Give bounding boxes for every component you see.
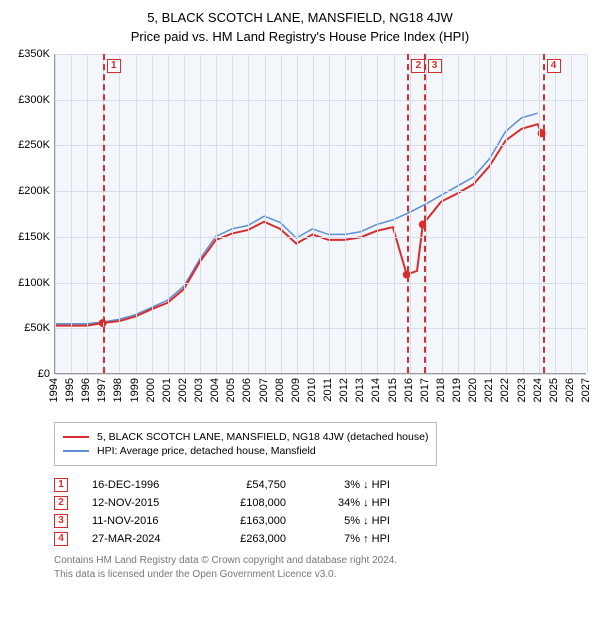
- table-row: 4 27-MAR-2024 £263,000 7% ↑ HPI: [54, 532, 590, 546]
- y-tick-label: £350K: [18, 48, 50, 60]
- legend-label: 5, BLACK SCOTCH LANE, MANSFIELD, NG18 4J…: [97, 431, 428, 443]
- x-tick-label: 2000: [145, 378, 157, 402]
- sale-number: 3: [54, 514, 68, 528]
- x-tick-label: 1997: [96, 378, 108, 402]
- table-row: 2 12-NOV-2015 £108,000 34% ↓ HPI: [54, 496, 590, 510]
- footer-attribution: Contains HM Land Registry data © Crown c…: [54, 554, 590, 582]
- y-tick-label: £200K: [18, 185, 50, 197]
- x-tick-label: 2016: [403, 378, 415, 402]
- sale-diff: 34% ↓ HPI: [310, 497, 390, 509]
- legend-item: 5, BLACK SCOTCH LANE, MANSFIELD, NG18 4J…: [63, 431, 428, 443]
- sale-number: 2: [54, 496, 68, 510]
- x-tick-label: 2012: [338, 378, 350, 402]
- x-tick-label: 2020: [467, 378, 479, 402]
- sale-diff: 7% ↑ HPI: [310, 533, 390, 545]
- x-tick-label: 2003: [193, 378, 205, 402]
- sale-number: 1: [54, 478, 68, 492]
- x-tick-label: 2019: [451, 378, 463, 402]
- x-tick-label: 2018: [435, 378, 447, 402]
- sale-marker: 1: [107, 59, 121, 73]
- x-tick-label: 2002: [177, 378, 189, 402]
- x-tick-label: 2025: [548, 378, 560, 402]
- x-tick-label: 2013: [354, 378, 366, 402]
- x-tick-label: 1998: [112, 378, 124, 402]
- plot-area: 1234: [54, 54, 586, 374]
- legend-swatch: [63, 436, 89, 438]
- x-tick-label: 2006: [241, 378, 253, 402]
- sale-price: £163,000: [211, 515, 286, 527]
- y-tick-label: £150K: [18, 231, 50, 243]
- y-tick-label: £100K: [18, 277, 50, 289]
- x-tick-label: 2023: [516, 378, 528, 402]
- footer-line-1: Contains HM Land Registry data © Crown c…: [54, 554, 590, 568]
- page-subtitle: Price paid vs. HM Land Registry's House …: [10, 29, 590, 44]
- sale-marker: 4: [547, 59, 561, 73]
- x-tick-label: 2001: [161, 378, 173, 402]
- x-tick-label: 2005: [225, 378, 237, 402]
- sales-table: 1 16-DEC-1996 £54,750 3% ↓ HPI 2 12-NOV-2015 £…: [54, 478, 590, 546]
- x-tick-label: 2014: [370, 378, 382, 402]
- sale-date: 12-NOV-2015: [92, 497, 187, 509]
- table-row: 3 11-NOV-2016 £163,000 5% ↓ HPI: [54, 514, 590, 528]
- x-tick-label: 2009: [290, 378, 302, 402]
- x-tick-label: 2015: [387, 378, 399, 402]
- sale-date: 27-MAR-2024: [92, 533, 187, 545]
- sale-diff: 5% ↓ HPI: [310, 515, 390, 527]
- sale-price: £108,000: [211, 497, 286, 509]
- sale-number: 4: [54, 532, 68, 546]
- legend-swatch: [63, 450, 89, 452]
- footer-line-2: This data is licensed under the Open Gov…: [54, 568, 590, 582]
- y-axis-labels: £0£50K£100K£150K£200K£250K£300K£350K: [10, 54, 54, 374]
- price-chart: £0£50K£100K£150K£200K£250K£300K£350K 123…: [10, 54, 590, 414]
- sale-date: 11-NOV-2016: [92, 515, 187, 527]
- sale-price: £263,000: [211, 533, 286, 545]
- x-tick-label: 2011: [322, 378, 334, 402]
- series-line: [55, 124, 542, 325]
- x-tick-label: 1996: [80, 378, 92, 402]
- x-tick-label: 2021: [483, 378, 495, 402]
- sale-price: £54,750: [211, 479, 286, 491]
- legend-item: HPI: Average price, detached house, Mans…: [63, 445, 428, 457]
- legend-label: HPI: Average price, detached house, Mans…: [97, 445, 316, 457]
- x-tick-label: 2027: [580, 378, 592, 402]
- x-tick-label: 2022: [499, 378, 511, 402]
- legend: 5, BLACK SCOTCH LANE, MANSFIELD, NG18 4J…: [54, 422, 437, 466]
- sale-date: 16-DEC-1996: [92, 479, 187, 491]
- sale-diff: 3% ↓ HPI: [310, 479, 390, 491]
- x-tick-label: 2007: [258, 378, 270, 402]
- x-tick-label: 2010: [306, 378, 318, 402]
- table-row: 1 16-DEC-1996 £54,750 3% ↓ HPI: [54, 478, 590, 492]
- x-tick-label: 2026: [564, 378, 576, 402]
- x-tick-label: 2004: [209, 378, 221, 402]
- x-tick-label: 1995: [64, 378, 76, 402]
- y-tick-label: £50K: [24, 322, 50, 334]
- y-tick-label: £300K: [18, 94, 50, 106]
- x-tick-label: 1994: [48, 378, 60, 402]
- page-title: 5, BLACK SCOTCH LANE, MANSFIELD, NG18 4J…: [10, 10, 590, 25]
- x-tick-label: 1999: [129, 378, 141, 402]
- x-axis-labels: 1994199519961997199819992000200120022003…: [54, 374, 586, 414]
- sale-marker: 3: [428, 59, 442, 73]
- x-tick-label: 2024: [532, 378, 544, 402]
- x-tick-label: 2008: [274, 378, 286, 402]
- y-tick-label: £250K: [18, 139, 50, 151]
- x-tick-label: 2017: [419, 378, 431, 402]
